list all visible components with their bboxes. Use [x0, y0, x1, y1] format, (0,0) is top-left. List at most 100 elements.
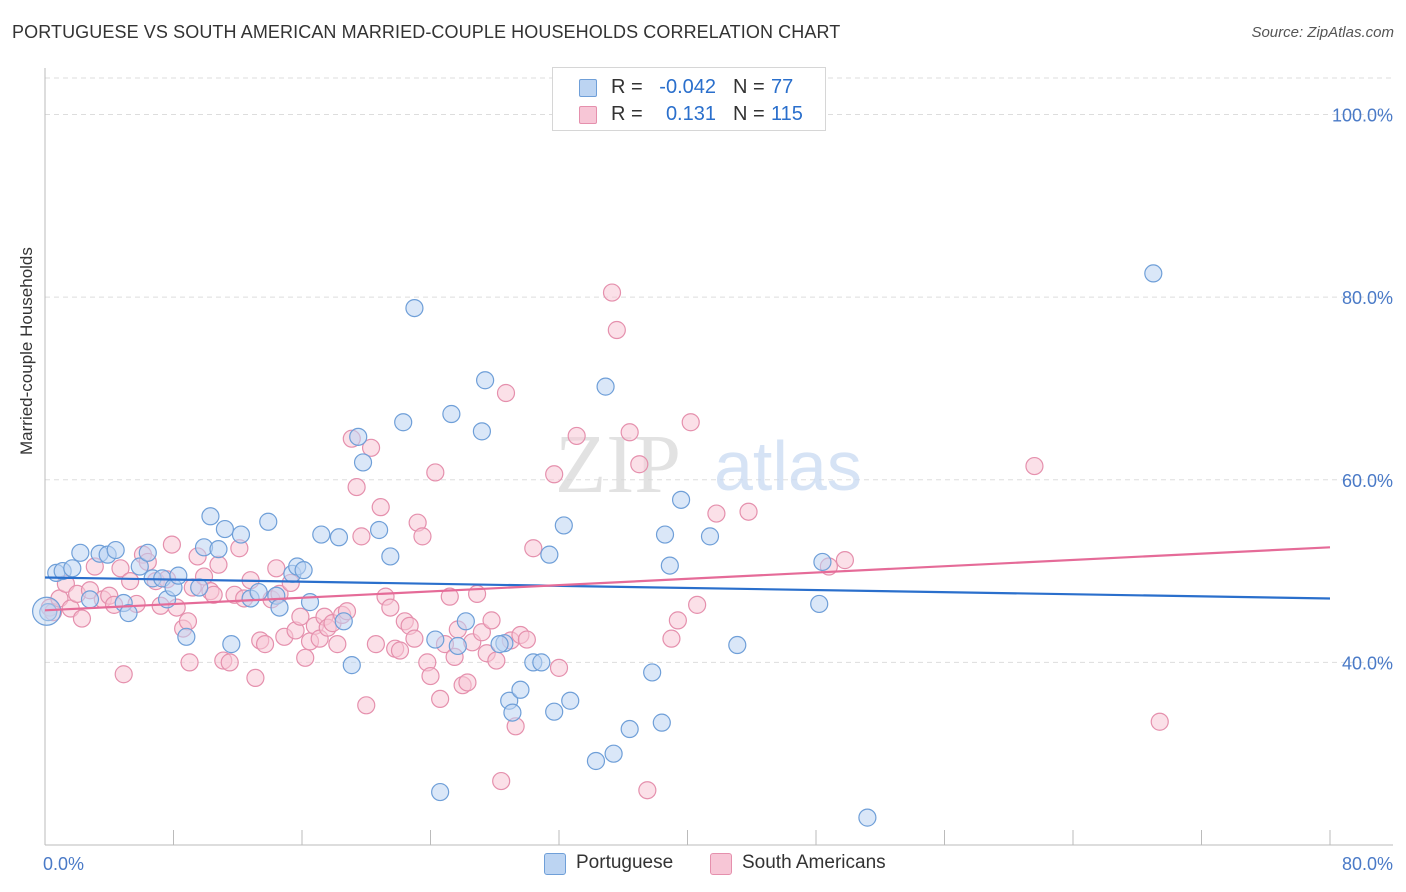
portuguese-point — [554, 516, 573, 535]
watermark: ZIP atlas — [555, 418, 862, 511]
portuguese-point — [334, 612, 353, 631]
south-americans-point — [413, 527, 432, 546]
south-americans-point — [662, 629, 681, 648]
south-americans-point — [607, 320, 626, 340]
south-americans-point — [524, 539, 543, 558]
south-americans-point — [681, 413, 700, 432]
portuguese-point — [177, 627, 196, 646]
south-americans-point — [602, 283, 622, 302]
portuguese-point — [442, 404, 461, 424]
south-americans-point — [472, 623, 491, 642]
south-americans-point — [545, 465, 564, 484]
portuguese-point — [312, 525, 331, 544]
portuguese-point — [342, 656, 361, 675]
portuguese-point — [329, 528, 349, 547]
portuguese-point — [503, 703, 522, 722]
portuguese-point — [604, 744, 623, 763]
south-americans-point — [620, 423, 639, 442]
south-americans-point — [121, 572, 140, 591]
portuguese-point — [448, 636, 467, 656]
portuguese-point — [138, 543, 157, 562]
south-americans-point — [638, 781, 657, 800]
south-americans-point — [352, 527, 371, 546]
south-americans-point — [111, 559, 130, 578]
portuguese-trendline — [44, 576, 1331, 600]
south-americans-point — [688, 595, 707, 614]
south-americans-point — [255, 635, 275, 654]
r-value: 0.131 — [665, 103, 716, 125]
portuguese-point — [532, 653, 551, 672]
portuguese-point — [394, 413, 413, 432]
y-axis-label: Married-couple Households — [17, 247, 36, 455]
south-americans-trendline — [44, 546, 1331, 612]
portuguese-point — [476, 371, 495, 390]
portuguese-points — [32, 264, 1163, 827]
portuguese-point — [652, 713, 671, 732]
portuguese-point — [858, 808, 877, 827]
portuguese-point — [405, 299, 424, 318]
south-americans-point — [357, 696, 376, 715]
portuguese-point — [39, 603, 58, 622]
portuguese-point — [119, 603, 138, 623]
portuguese-point — [545, 702, 564, 721]
portuguese-point — [561, 691, 580, 710]
south-americans-point — [178, 612, 198, 631]
portuguese-point — [431, 782, 450, 802]
portuguese-point — [728, 635, 747, 655]
r-label: R = — [611, 103, 643, 125]
south-americans-point — [246, 668, 265, 688]
chart-title: PORTUGUESE VS SOUTH AMERICAN MARRIED-COU… — [12, 22, 841, 42]
portuguese-point — [671, 490, 691, 509]
south-americans-swatch — [710, 853, 732, 875]
r-label: R = — [611, 76, 643, 98]
south-americans-point — [347, 477, 366, 497]
portuguese-point — [190, 578, 209, 597]
south-americans-point — [1025, 456, 1044, 476]
portuguese-point — [231, 525, 251, 544]
portuguese-point — [456, 612, 475, 631]
portuguese-point — [169, 566, 188, 585]
correlation-legend: R = -0.042 N = 77 R = 0.131 N = 115 — [552, 67, 826, 131]
portuguese-point — [596, 377, 615, 396]
south-americans-point — [492, 771, 511, 791]
portuguese-point — [130, 557, 149, 576]
portuguese-point — [259, 512, 278, 531]
south-americans-point — [209, 555, 228, 574]
portuguese-point — [249, 582, 268, 602]
portuguese-point — [813, 552, 832, 572]
portuguese-point — [643, 663, 662, 682]
y-tick-label: 40.0% — [1342, 653, 1393, 673]
portuguese-point — [270, 598, 289, 617]
south-americans-point — [458, 673, 477, 692]
south-americans-point — [390, 641, 410, 660]
south-americans-point — [361, 438, 381, 457]
portuguese-point — [426, 630, 445, 649]
south-americans-point — [440, 587, 459, 606]
south-americans-point — [180, 653, 199, 672]
south-americans-swatch — [579, 106, 597, 124]
n-value: 115 — [771, 103, 803, 125]
portuguese-point — [586, 751, 606, 771]
portuguese-point — [511, 680, 530, 699]
south-americans-point — [366, 635, 385, 654]
south-americans-point — [162, 535, 181, 554]
south-americans-point — [668, 611, 687, 630]
portuguese-point — [201, 507, 220, 526]
portuguese-point — [660, 556, 679, 575]
portuguese-point — [71, 543, 90, 562]
south-americans-point — [707, 504, 726, 523]
south-americans-point — [835, 551, 855, 570]
south-americans-point — [267, 559, 286, 578]
legend-label: South Americans — [742, 852, 886, 873]
portuguese-point — [490, 635, 509, 654]
south-americans-point — [517, 630, 536, 649]
portuguese-point — [540, 545, 559, 564]
south-americans-point — [204, 585, 223, 604]
south-americans-point — [431, 689, 450, 709]
south-americans-point — [114, 665, 133, 684]
south-americans-point — [496, 383, 516, 403]
south-americans-point — [567, 426, 586, 446]
south-americans-point — [549, 658, 569, 677]
legend-row-portuguese: R = -0.042 N = 77 — [553, 74, 825, 102]
